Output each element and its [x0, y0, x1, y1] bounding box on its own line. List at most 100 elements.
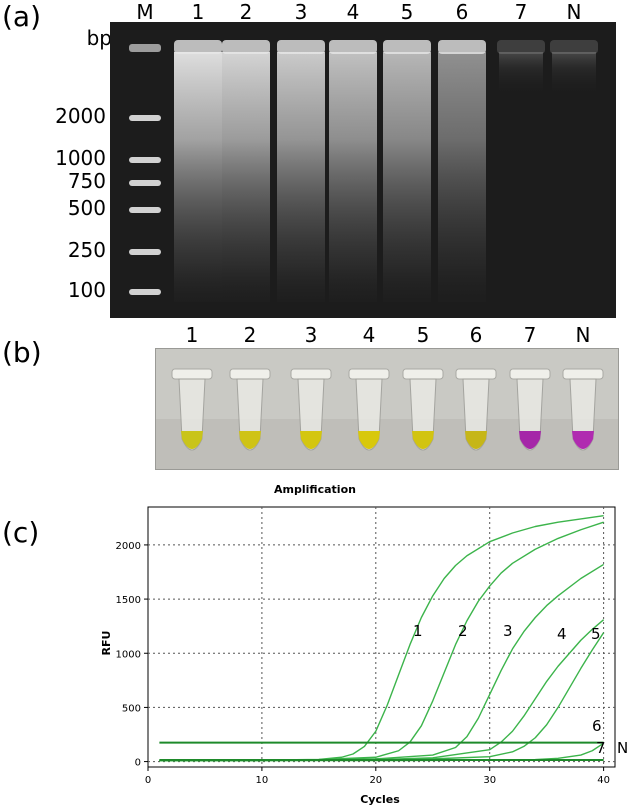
x-tick-label: 20: [369, 775, 382, 786]
ladder-label-100: 100: [67, 278, 106, 302]
curve-label-2: 2: [458, 622, 468, 640]
gel-smear-N: [552, 52, 596, 92]
gel-lane-label-m: M: [136, 0, 154, 24]
y-tick-label: 0: [135, 758, 141, 769]
x-tick-label: 10: [256, 775, 269, 786]
tube-liquid: [572, 431, 594, 449]
gel-lane-label-4: 4: [346, 0, 360, 24]
gel-well-6: [438, 40, 486, 54]
gel-smear-3: [277, 52, 325, 302]
gel-svg: [110, 22, 616, 318]
gel-smear-7: [499, 52, 543, 92]
tube-6: [455, 368, 497, 451]
gel-image: [110, 22, 616, 318]
x-tick-label: 0: [145, 775, 151, 786]
tube-cap: [455, 368, 497, 380]
tube-liquid: [465, 431, 487, 449]
tube-n: [562, 368, 604, 451]
tube-7: [509, 368, 551, 451]
tube-cap: [562, 368, 604, 380]
panel-label-b: (b): [2, 336, 42, 369]
tube-label-2: 2: [243, 323, 257, 347]
tube-label-1: 1: [185, 323, 199, 347]
gel-well-5: [383, 40, 431, 54]
gel-well-7: [497, 40, 545, 54]
curve-label-1: 1: [413, 622, 423, 640]
tube-cap: [229, 368, 271, 380]
chart-title: Amplification: [274, 483, 356, 496]
tube-cap: [290, 368, 332, 380]
ladder-label-500: 500: [67, 196, 106, 220]
gel-lane-label-5: 5: [400, 0, 414, 24]
panel-label-c: (c): [2, 516, 40, 549]
tube-photo: [155, 348, 619, 470]
gel-lane-label-6: 6: [455, 0, 469, 24]
gel-smear-5: [383, 52, 431, 302]
gel-well-1: [174, 40, 222, 54]
tube-4: [348, 368, 390, 451]
ladder-band-1000: [129, 157, 161, 163]
y-axis-label: RFU: [100, 631, 113, 656]
panel-label-a: (a): [2, 0, 42, 33]
tube-label-6: 6: [469, 323, 483, 347]
tube-label-3: 3: [304, 323, 318, 347]
gel-lane-label-2: 2: [239, 0, 253, 24]
amplification-chart: 0 10 20 30 40 0 500 1000 1500 2000 1 2 3 4 5 6 7 N RFU C…: [100, 506, 628, 806]
tube-label-5: 5: [416, 323, 430, 347]
tube-cap: [509, 368, 551, 380]
ladder-band-750: [129, 180, 161, 186]
tube-liquid: [181, 431, 203, 449]
tube-cap: [348, 368, 390, 380]
gel-lane-label-7: 7: [514, 0, 528, 24]
tube-label-n: N: [575, 323, 591, 347]
gel-smear-6: [438, 52, 486, 302]
y-tick-label: 1000: [116, 649, 141, 660]
y-tick-label: 1500: [116, 595, 141, 606]
gel-smear-2: [222, 52, 270, 302]
tube-liquid: [300, 431, 322, 449]
ladder-band-2000: [129, 115, 161, 121]
series-line-1: [159, 514, 604, 762]
gel-well-3: [277, 40, 325, 54]
x-tick-label: 40: [597, 775, 610, 786]
ladder-label-750: 750: [67, 169, 106, 193]
tube-label-7: 7: [523, 323, 537, 347]
tube-3: [290, 368, 332, 451]
gel-well-2: [222, 40, 270, 54]
tube-photo-table: [156, 419, 618, 469]
plot-area: [147, 506, 616, 768]
ladder-band-250: [129, 249, 161, 255]
ladder-label-1000: 1000: [55, 146, 106, 170]
ladder-band-500: [129, 207, 161, 213]
gel-well-4: [329, 40, 377, 54]
tube-liquid: [519, 431, 541, 449]
curve-label-7: 7: [596, 739, 606, 757]
tube-svg: [156, 349, 618, 469]
tube-cap: [402, 368, 444, 380]
tube-liquid: [412, 431, 434, 449]
ladder-well: [129, 44, 161, 52]
y-tick-label: 500: [122, 703, 141, 714]
ladder-band-100: [129, 289, 161, 295]
gel-lane-labels: M 1 2 3 4 5 6 7 N: [0, 0, 630, 30]
gel-smear-1: [174, 52, 222, 302]
gel-well-N: [550, 40, 598, 54]
tube-liquid: [239, 431, 261, 449]
curve-label-5: 5: [591, 625, 601, 643]
ladder-label-2000: 2000: [55, 104, 106, 128]
bp-unit-label: bp: [86, 26, 112, 50]
y-tick-label: 2000: [116, 541, 141, 552]
tube-liquid: [358, 431, 380, 449]
gel-smear-4: [329, 52, 377, 302]
curve-label-n: N: [617, 739, 628, 757]
gel-lane-label-1: 1: [191, 0, 205, 24]
x-tick-label: 30: [483, 775, 496, 786]
tube-cap: [171, 368, 213, 380]
curve-label-6: 6: [592, 717, 602, 735]
gel-lane-label-3: 3: [294, 0, 308, 24]
ladder-label-250: 250: [67, 238, 106, 262]
tube-5: [402, 368, 444, 451]
curve-label-3: 3: [503, 622, 513, 640]
tube-1: [171, 368, 213, 451]
x-axis-label: Cycles: [360, 793, 400, 806]
